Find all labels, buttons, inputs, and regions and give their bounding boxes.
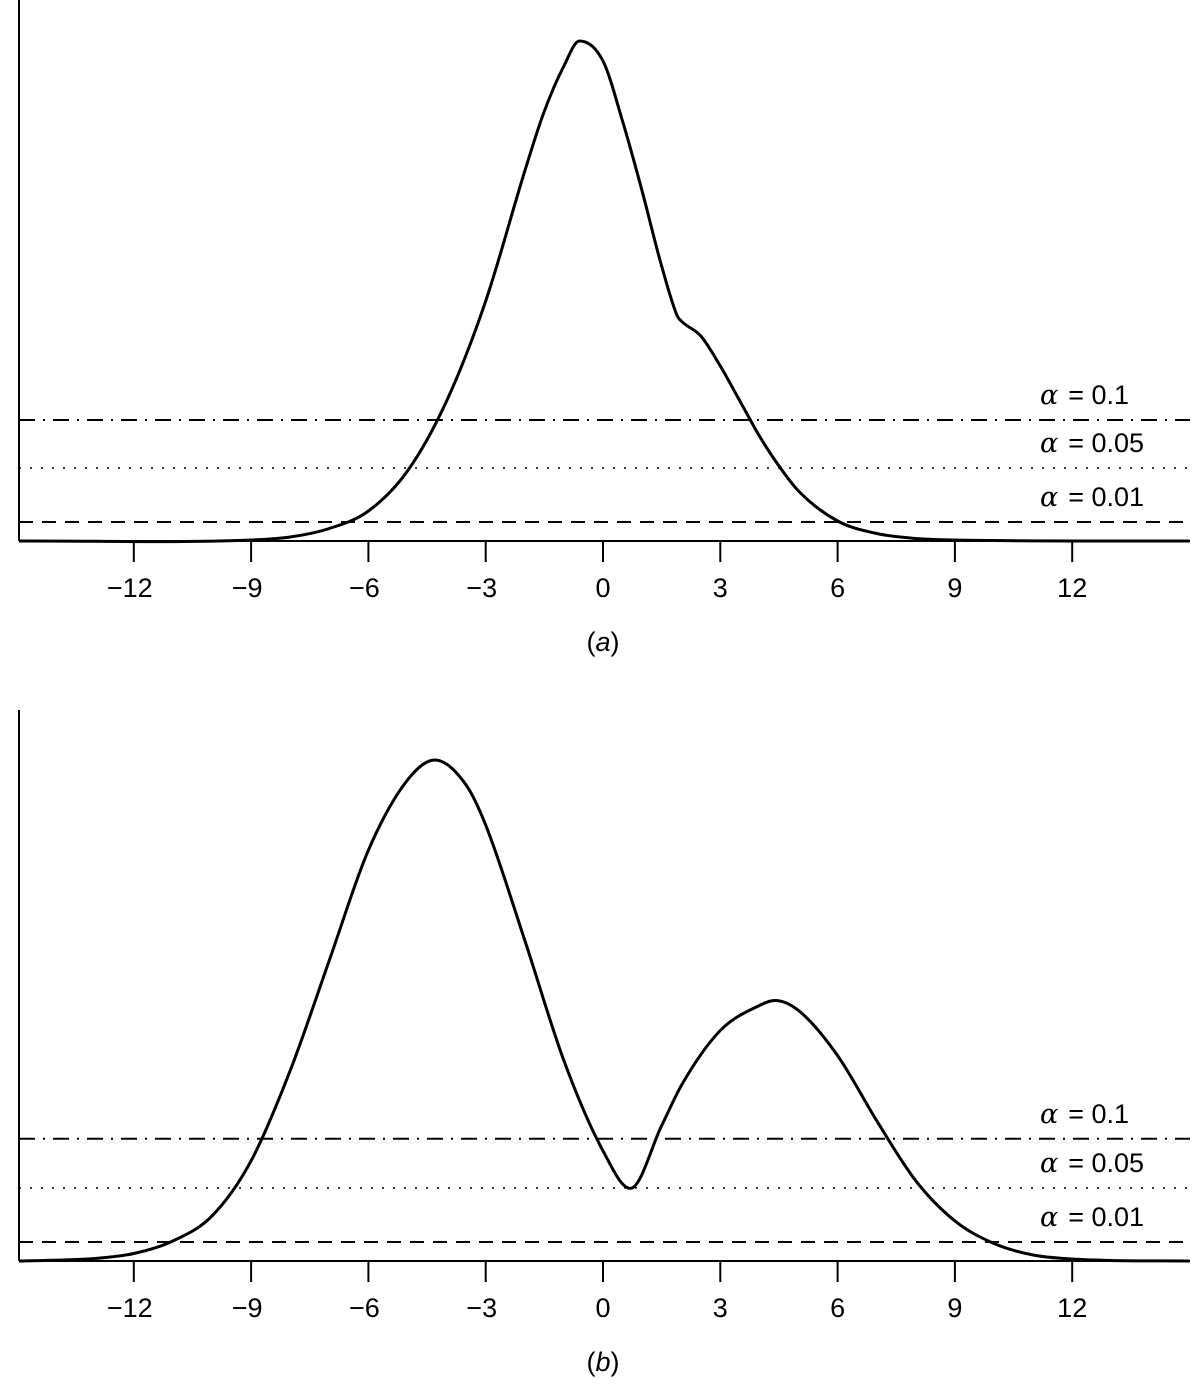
x-tick-label: 0: [595, 1293, 610, 1323]
panel-a: −12 −9 −6 −3 0 3 6 9 12 α = 0.1 α = 0.05 α = 0.01 (a): [18, 0, 1190, 657]
density-curve: [18, 758, 1190, 1263]
alpha-0.01-label: α = 0.01: [1040, 482, 1144, 513]
x-tick-label: −3: [466, 1293, 497, 1323]
alpha-0.1-label: α = 0.1: [1040, 1099, 1129, 1130]
alpha-labels: α = 0.1 α = 0.05 α = 0.01: [1040, 380, 1144, 513]
alpha-0.1-label: α = 0.1: [1040, 380, 1129, 411]
alpha-0.05-label: α = 0.05: [1040, 1148, 1144, 1179]
alpha-0.05-label: α = 0.05: [1040, 428, 1144, 459]
x-tick-label: 6: [830, 1293, 845, 1323]
reference-lines: [19, 419, 1190, 523]
x-tick-label: 9: [947, 1293, 962, 1323]
x-tick-label: −9: [232, 1293, 263, 1323]
x-axis-ticks: −12 −9 −6 −3 0 3 6 9 12: [107, 541, 1087, 603]
x-tick-label: 9: [947, 573, 962, 603]
x-tick-label: −6: [349, 1293, 380, 1323]
alpha-labels: α = 0.1 α = 0.05 α = 0.01: [1040, 1099, 1144, 1233]
x-tick-label: −3: [466, 573, 497, 603]
x-tick-label: 6: [830, 573, 845, 603]
panel-caption: (b): [586, 1347, 619, 1377]
panel-b: −12 −9 −6 −3 0 3 6 9 12 α = 0.1 α = 0.05 α = 0.01 (b): [18, 710, 1190, 1377]
x-tick-label: 3: [713, 1293, 728, 1323]
panel-caption: (a): [586, 627, 619, 657]
x-axis-ticks: −12 −9 −6 −3 0 3 6 9 12: [107, 1261, 1087, 1323]
x-tick-label: −12: [107, 1293, 153, 1323]
x-tick-label: 3: [713, 573, 728, 603]
x-tick-label: 0: [595, 573, 610, 603]
x-tick-label: 12: [1057, 573, 1087, 603]
x-tick-label: −6: [349, 573, 380, 603]
x-tick-label: −12: [107, 573, 153, 603]
x-tick-label: 12: [1057, 1293, 1087, 1323]
density-curve: [18, 39, 1190, 544]
alpha-0.01-label: α = 0.01: [1040, 1202, 1144, 1233]
reference-lines: [19, 1137, 1190, 1243]
x-tick-label: −9: [232, 573, 263, 603]
